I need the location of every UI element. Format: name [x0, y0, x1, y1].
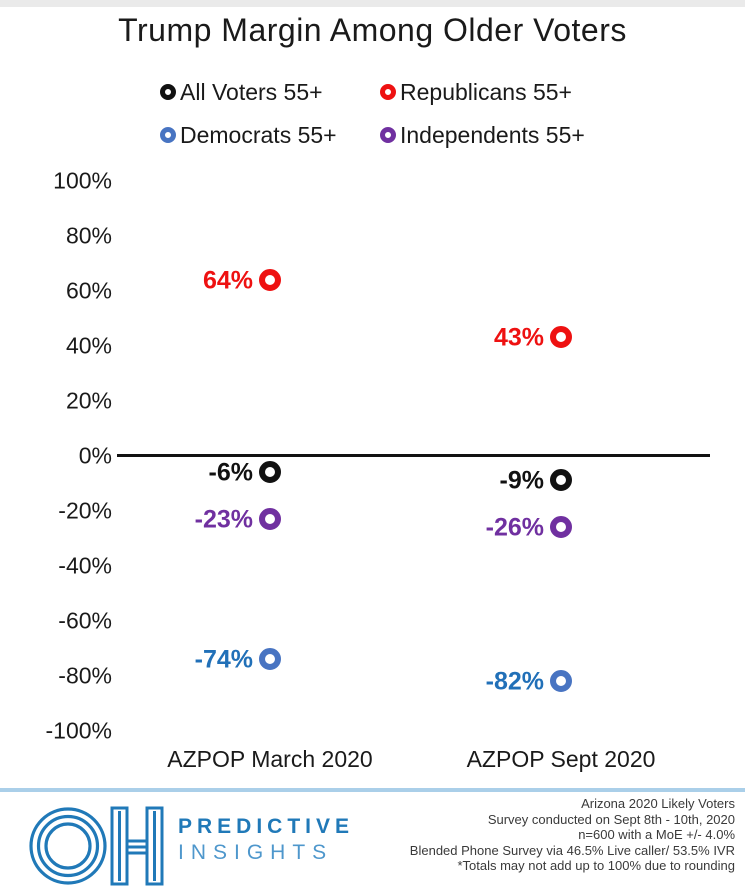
data-point-marker: [259, 507, 281, 530]
data-point-value-label: -6%: [208, 458, 253, 487]
data-point-marker: [550, 469, 572, 492]
brand-predictive: PREDICTIVE: [178, 815, 355, 838]
x-category-label-sept: AZPOP Sept 2020: [466, 746, 656, 772]
note-line: Blended Phone Survey via 46.5% Live call…: [409, 842, 735, 858]
data-point-marker: [259, 268, 281, 291]
data-point-marker: [550, 326, 572, 349]
y-tick-label: -100%: [45, 717, 112, 743]
oh-logo-icon: [29, 806, 164, 886]
note-line: n=600 with a MoE +/- 4.0%: [578, 827, 735, 842]
data-point-marker: [259, 461, 281, 483]
republicans-marker-icon: [380, 84, 396, 100]
y-tick-label: -20%: [58, 497, 112, 523]
legend-item-democrats: Democrats 55+: [160, 121, 337, 149]
legend-label: Democrats 55+: [180, 121, 337, 148]
survey-methodology-notes: Arizona 2020 Likely Voters Survey conduc…: [410, 796, 735, 874]
all-voters-marker-icon: [160, 84, 176, 100]
note-line: Arizona 2020 Likely Voters: [581, 796, 735, 811]
brand-wordmark: PREDICTIVE INSIGHTS: [178, 814, 354, 867]
democrats-marker-icon: [160, 127, 176, 143]
legend-label: All Voters 55+: [180, 78, 323, 105]
legend-label: Independents 55+: [400, 121, 585, 148]
legend-item-all-voters: All Voters 55+: [160, 78, 323, 106]
oh-predictive-insights-logo: [28, 806, 166, 889]
y-tick-label: 60%: [65, 277, 112, 303]
y-tick-label: 80%: [65, 222, 112, 248]
x-category-label-march: AZPOP March 2020: [167, 746, 373, 772]
plot-area: 100% 80% 60% 40% 20% 0% -20% -40% -60% -80% -100% …: [45, 167, 710, 772]
data-point-marker: [550, 670, 572, 692]
data-point-value-label: -23%: [194, 505, 253, 534]
y-tick-label: -40%: [58, 552, 112, 578]
footer-divider: [0, 788, 745, 792]
top-border-strip: [0, 0, 745, 7]
brand-insights: INSIGHTS: [178, 841, 334, 865]
chart-title: Trump Margin Among Older Voters: [118, 12, 627, 48]
data-point-marker: [259, 648, 281, 670]
legend-item-republicans: Republicans 55+: [380, 78, 572, 106]
legend-item-independents: Independents 55+: [380, 121, 585, 149]
data-point-value-label: 43%: [493, 323, 544, 352]
y-tick-label: 0%: [78, 442, 112, 468]
data-point-marker: [550, 516, 572, 538]
y-tick-label: 100%: [53, 167, 112, 193]
data-point-value-label: -74%: [194, 645, 253, 674]
note-line: Survey conducted on Sept 8th - 10th, 202…: [487, 811, 735, 827]
y-tick-label: -60%: [58, 607, 112, 633]
y-tick-label: 40%: [65, 332, 112, 358]
zero-axis-line: [117, 454, 710, 457]
data-point-value-label: 64%: [202, 266, 253, 294]
data-point-value-label: -82%: [485, 667, 544, 696]
legend-label: Republicans 55+: [400, 78, 572, 105]
y-tick-label: -80%: [58, 662, 112, 688]
data-point-value-label: -26%: [485, 513, 544, 542]
independents-marker-icon: [380, 127, 396, 143]
data-point-value-label: -9%: [499, 466, 544, 495]
y-tick-label: 20%: [65, 387, 112, 413]
note-line: *Totals may not add up to 100% due to ro…: [457, 858, 735, 873]
